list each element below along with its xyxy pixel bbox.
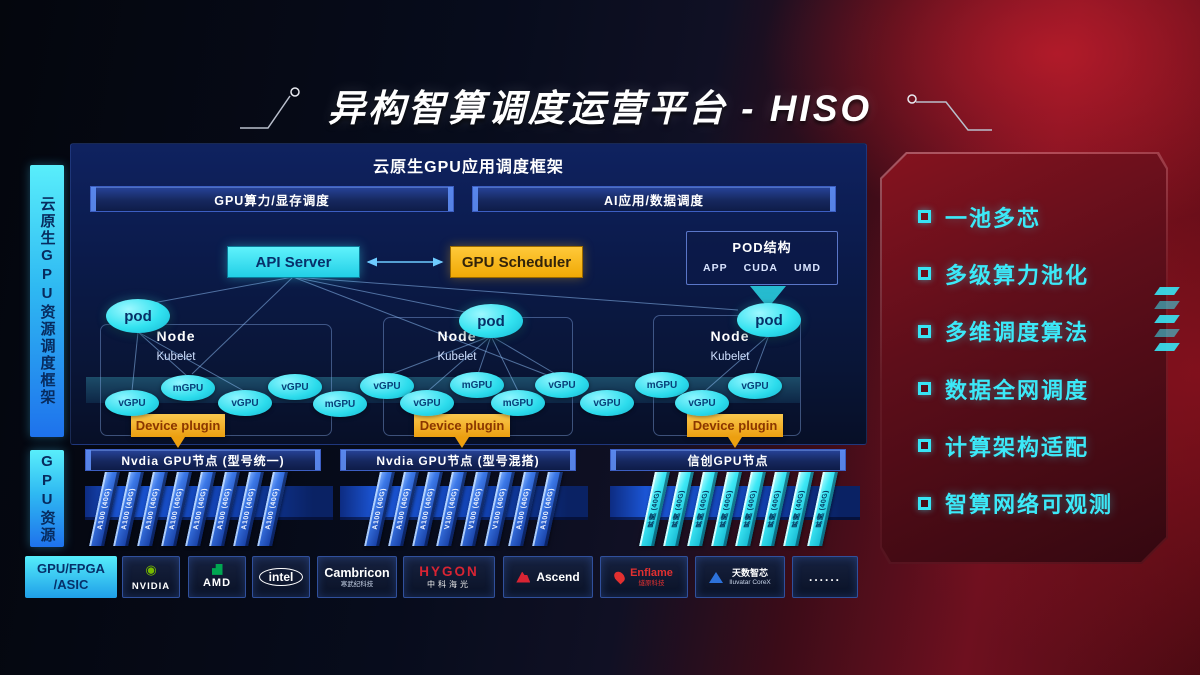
mgpu-ellipse: mGPU [491, 390, 545, 416]
vgpu-ellipse: vGPU [535, 372, 589, 398]
logo-category-box: GPU/FPGA /ASIC [25, 556, 117, 598]
vgpu-ellipse: vGPU [728, 373, 782, 399]
amd-mark-icon [211, 563, 223, 575]
feature-label: 计算架构适配 [945, 434, 1090, 460]
square-bullet-icon [918, 325, 931, 338]
pod-structure-items: APP CUDA UMD [687, 262, 837, 274]
gpu-node-header-2: Nvdia GPU节点 (型号混搭) [340, 449, 576, 471]
gpu-node-header-3: 信创GPU节点 [610, 449, 846, 471]
logo-sublabel: 寒武纪科技 [340, 580, 374, 588]
pod-structure-item: UMD [794, 262, 821, 274]
vgpu-ellipse: vGPU [105, 390, 159, 416]
feature-panel-inner: 一池多芯多级算力池化 多维调度算法 数据全网调度 计算架构适配 智算网络可观测 [882, 154, 1166, 562]
pod-ellipse: pod [106, 299, 170, 333]
logo-dots: 天数智芯 Iluvatar CoreX [695, 556, 785, 598]
category-line2: /ASIC [53, 577, 89, 592]
square-bullet-icon [918, 210, 931, 223]
node-label: Node [710, 328, 750, 344]
feature-label: 多级算力池化 [945, 262, 1090, 288]
ascend-mark-icon [516, 571, 531, 583]
logo-label: Ascend [536, 569, 580, 584]
bar-gpu-compute-scheduling: GPU算力/显存调度 [90, 186, 454, 212]
logo-label: NVIDIA [131, 581, 171, 593]
feature-item: 多级算力池化 [918, 258, 1156, 290]
feature-label: 数据全网调度 [945, 377, 1090, 403]
logo-label: HYGON [419, 564, 479, 580]
enflame-flame-icon [612, 569, 628, 585]
api-server-box: API Server [227, 246, 360, 278]
mgpu-ellipse: mGPU [313, 391, 367, 417]
pod-ellipse: pod [459, 304, 523, 338]
logo-sublabel: 燧原科技 [638, 579, 665, 587]
sidebar-label-gpu-resources: GPU资源 [30, 450, 64, 547]
hazard-stripes-decoration [1154, 287, 1180, 351]
feature-item: 计算架构适配 [918, 430, 1156, 462]
mgpu-ellipse: mGPU [161, 375, 215, 401]
logo-label: AMD [202, 576, 232, 589]
title-deco-right [907, 94, 992, 131]
pod-structure-box: POD结构 APP CUDA UMD [686, 231, 838, 285]
logo-sublabel: 中科海光 [426, 580, 471, 590]
gpu-scheduler-box: GPU Scheduler [450, 246, 583, 278]
logo-intel: intel [252, 556, 310, 598]
logo-ascend: Ascend [503, 556, 593, 598]
kubelet-label: Kubelet [156, 351, 196, 363]
nvidia-eye-icon [145, 561, 156, 579]
feature-list: 一池多芯多级算力池化 多维调度算法 数据全网调度 计算架构适配 智算网络可观测 [918, 154, 1156, 562]
title-deco-left [240, 87, 300, 129]
logo-hygon: HYGON 中科海光 [403, 556, 495, 598]
feature-item: 智算网络可观测 [918, 487, 1156, 519]
device-plugin-box: Device plugin [414, 414, 510, 437]
feature-panel: 一池多芯多级算力池化 多维调度算法 数据全网调度 计算架构适配 智算网络可观测 [880, 152, 1168, 564]
pod-structure-title: POD结构 [732, 240, 792, 255]
feature-label: 一池多芯 [945, 205, 1042, 231]
logo-label: 天数智芯 [731, 567, 768, 578]
feature-label: 多维调度算法 [945, 320, 1090, 346]
logo-label: ...... [808, 569, 841, 584]
square-bullet-icon [918, 267, 931, 280]
page-title: 异构智算调度运营平台 - HISO [327, 88, 873, 129]
sidebar-label-framework: 云原生GPU资源调度框架 [30, 165, 64, 437]
pod-structure-item: APP [703, 262, 728, 274]
device-plugin-box: Device plugin [131, 414, 225, 437]
logo-amd: AMD [188, 556, 246, 598]
pod-structure-item: CUDA [743, 262, 778, 274]
square-bullet-icon [918, 497, 931, 510]
vgpu-ellipse: vGPU [580, 390, 634, 416]
vgpu-ellipse: vGPU [218, 390, 272, 416]
bar-ai-app-data-scheduling: AI应用/数据调度 [472, 186, 836, 212]
framework-title: 云原生GPU应用调度框架 [373, 159, 564, 176]
category-line1: GPU/FPGA [37, 560, 105, 576]
vgpu-ellipse: vGPU [400, 390, 454, 416]
feature-item: 数据全网调度 [918, 373, 1156, 405]
feature-label: 智算网络可观测 [945, 492, 1114, 518]
device-plugin-arrow-icon [171, 437, 185, 448]
device-plugin-arrow-icon [728, 437, 742, 448]
iluvatar-mark-icon [709, 571, 724, 583]
logo-cambricon: Cambricon 寒武纪科技 [317, 556, 397, 598]
kubelet-label: Kubelet [437, 351, 477, 363]
mgpu-ellipse: mGPU [450, 372, 504, 398]
logo-nvidia: NVIDIA [122, 556, 180, 598]
vgpu-ellipse: vGPU [268, 374, 322, 400]
feature-item: 多维调度算法 [918, 315, 1156, 347]
logo-label: intel [258, 567, 304, 587]
kubelet-label: Kubelet [710, 351, 750, 363]
device-plugin-box: Device plugin [687, 414, 783, 437]
logo-label: Enflame [630, 566, 673, 579]
feature-item: 一池多芯 [918, 201, 1156, 233]
logo-enflame: Enflame 燧原科技 [600, 556, 688, 598]
pod-ellipse: pod [737, 303, 801, 337]
logo-label: Cambricon [324, 565, 390, 580]
mgpu-ellipse: mGPU [635, 372, 689, 398]
square-bullet-icon [918, 382, 931, 395]
node-label: Node [156, 328, 196, 344]
logo-sublabel: Iluvatar CoreX [729, 578, 771, 586]
gpu-node-header-1: Nvdia GPU节点 (型号统一) [85, 449, 321, 471]
square-bullet-icon [918, 439, 931, 452]
device-plugin-arrow-icon [455, 437, 469, 448]
vgpu-ellipse: vGPU [675, 390, 729, 416]
logo-dots: ...... [792, 556, 858, 598]
